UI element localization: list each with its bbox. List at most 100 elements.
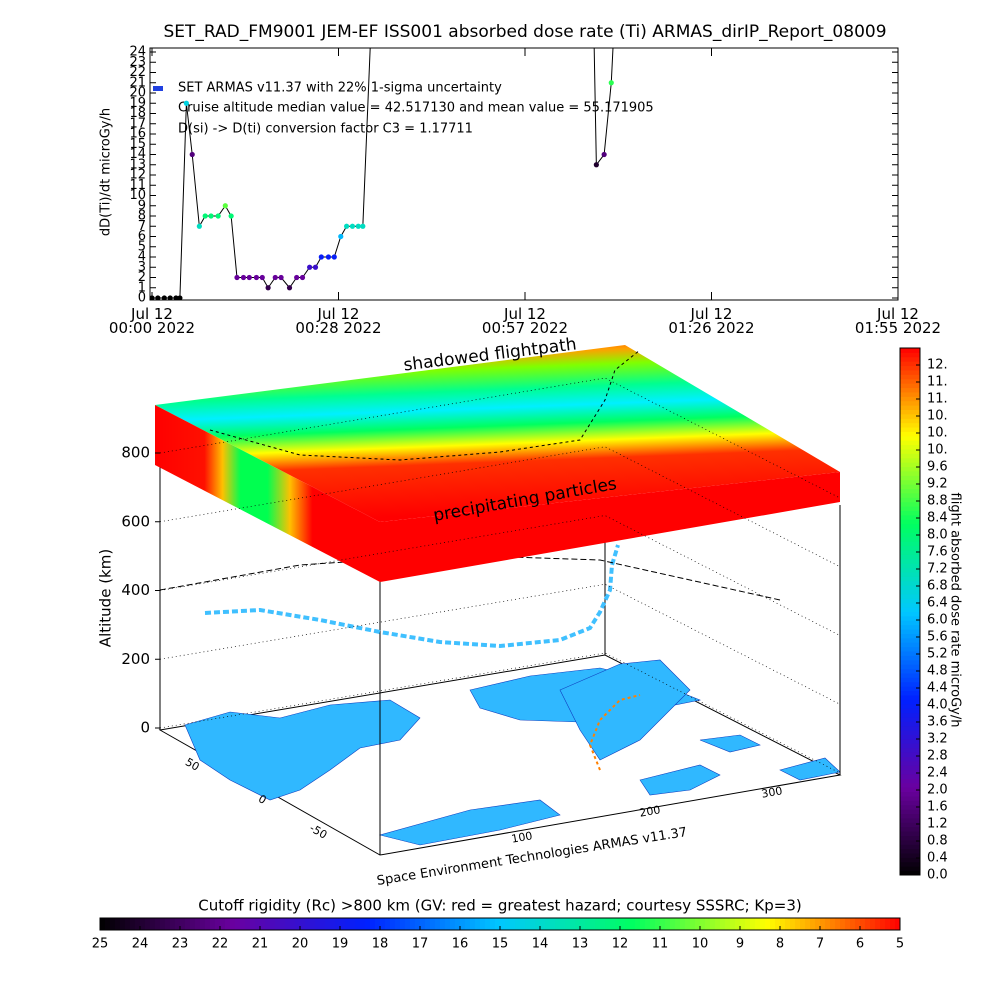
colorbar-cell: [630, 918, 636, 930]
colorbar-cell: [475, 918, 481, 930]
colorbar-cell: [790, 918, 796, 930]
colorbar-cell: [365, 918, 371, 930]
colorbar-cell: [900, 870, 920, 876]
colorbar-cell: [590, 918, 596, 930]
data-line: [152, 48, 614, 299]
colorbar-cell: [900, 453, 920, 459]
colorbar-tick-label: 12: [612, 937, 629, 952]
colorbar-cell: [900, 813, 920, 819]
colorbar-cell: [900, 857, 920, 863]
colorbar-cell: [900, 576, 920, 582]
colorbar-cell: [900, 624, 920, 630]
colorbar-cell: [900, 607, 920, 612]
colorbar-tick-label: 16: [452, 937, 469, 952]
colorbar-cell: [800, 918, 806, 930]
colorbar-cell: [150, 918, 156, 930]
colorbar-tick-label: 8.4: [927, 511, 948, 526]
y-axis-label: dD(Ti)/dt microGy/h: [99, 108, 114, 236]
colorbar-cell: [885, 918, 891, 930]
colorbar-tick-label: 7.6: [927, 545, 948, 560]
flight-path: [204, 544, 620, 649]
data-point: [183, 100, 189, 106]
colorbar-cell: [690, 918, 696, 930]
colorbar-cell: [900, 708, 920, 714]
colorbar-cell: [210, 918, 216, 930]
colorbar-tick-label: 24: [132, 937, 149, 952]
map-land: [184, 659, 841, 846]
data-point: [601, 151, 607, 158]
colorbar-cell: [900, 457, 920, 463]
colorbar-cell: [895, 918, 901, 930]
colorbar-cell: [900, 506, 920, 511]
colorbar-tick-label: 4.0: [927, 698, 948, 713]
colorbar-tick-label: 6.8: [927, 579, 948, 594]
colorbar-cell: [900, 585, 920, 591]
colorbar-cell: [575, 918, 581, 930]
colorbar-cell: [505, 918, 511, 930]
slab-side: [155, 405, 380, 582]
lat-tick-label: 50: [183, 755, 202, 773]
colorbar-cell: [145, 918, 151, 930]
data-point: [307, 264, 313, 270]
colorbar-cell: [130, 918, 136, 930]
colorbar-cell: [810, 918, 816, 930]
colorbar-cell: [900, 558, 920, 564]
colorbar-tick-label: 7: [816, 937, 824, 952]
grid-line: [159, 515, 841, 636]
colorbar-cell: [845, 918, 851, 930]
data-point: [355, 223, 361, 229]
colorbar-cell: [900, 826, 920, 832]
colorbar-cell: [900, 593, 920, 599]
colorbar-cell: [795, 918, 801, 930]
colorbar-cell: [900, 637, 920, 643]
colorbar-tick-label: 25: [92, 937, 109, 952]
colorbar-cell: [900, 405, 920, 410]
colorbar-cell: [900, 449, 920, 454]
colorbar-tick-label: 6.4: [927, 596, 948, 611]
colorbar-cell: [775, 918, 781, 930]
data-point: [344, 223, 350, 229]
colorbar-cell: [125, 918, 131, 930]
colorbar-cell: [900, 659, 920, 665]
colorbar-cell: [535, 918, 541, 930]
colorbar-cell: [900, 563, 920, 569]
colorbar-cell: [900, 470, 920, 476]
colorbar-cell: [530, 918, 536, 930]
colorbar-cell: [900, 523, 920, 529]
colorbar-cell: [865, 918, 871, 930]
data-point: [202, 213, 208, 219]
data-point: [299, 274, 306, 281]
colorbar-cell: [480, 918, 486, 930]
data-point: [593, 162, 599, 168]
colorbar-tick-label: 1.6: [927, 800, 948, 815]
data-point: [360, 223, 366, 229]
data-point: [318, 254, 324, 260]
colorbar-cell: [500, 918, 506, 930]
colorbar-tick-label: 3.2: [927, 732, 948, 747]
colorbar-cell: [605, 918, 611, 930]
colorbar-cell: [900, 655, 920, 661]
colorbar-cell: [710, 918, 716, 930]
colorbar-tick-label: 2.0: [927, 783, 948, 798]
colorbar-cell: [555, 918, 561, 930]
colorbar-tick-label: 22: [212, 937, 229, 952]
colorbar-cell: [405, 918, 411, 930]
colorbar-tick-label: 10.: [927, 443, 948, 458]
colorbar-cell: [900, 550, 920, 555]
colorbar-cell: [900, 409, 920, 415]
colorbar-cell: [240, 918, 246, 930]
colorbar-cell: [900, 725, 920, 731]
colorbar-cell: [900, 734, 920, 740]
y-tick-label: 23: [129, 55, 146, 70]
colorbar-cell: [290, 918, 296, 930]
colorbar-cell: [250, 918, 256, 930]
colorbar-tick-label: 10.: [927, 409, 948, 424]
colorbar-tick-label: 10.: [927, 426, 948, 441]
colorbar-cell: [900, 519, 920, 525]
data-point: [222, 203, 228, 209]
colorbar-cell: [345, 918, 351, 930]
colorbar-tick-label: 12.: [927, 358, 948, 373]
colorbar-cell: [570, 918, 576, 930]
y-tick-label: 17: [129, 116, 146, 131]
y-tick-label: 11: [129, 178, 146, 193]
